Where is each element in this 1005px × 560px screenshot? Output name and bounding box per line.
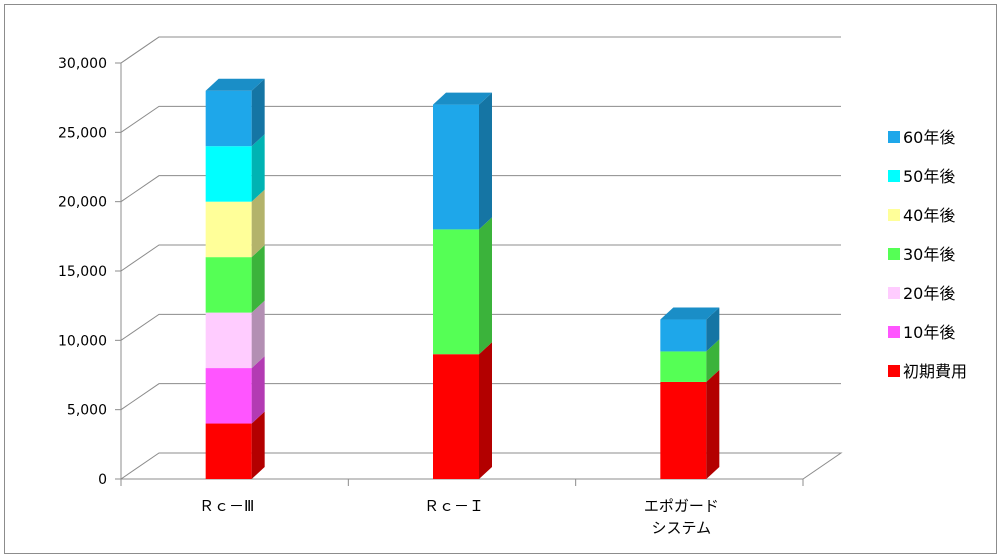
bar-segment-front [205, 423, 252, 479]
legend-swatch [888, 365, 900, 377]
bar-top [433, 92, 492, 105]
bar-segment-front [205, 90, 252, 147]
back-wall-top [120, 36, 841, 64]
legend-label: 40年後 [903, 206, 955, 225]
legend-label: 60年後 [903, 128, 955, 147]
bar-segment-front [660, 351, 707, 382]
bar-segment-side [251, 189, 265, 258]
y-tick-label: 25,000 [58, 125, 107, 141]
bar-segment-front [205, 146, 252, 202]
y-axis-ticks: 0 5,000 10,000 15,000 20,000 25,000 30,000 [58, 56, 804, 488]
legend-label: 20年後 [903, 284, 955, 303]
bars [205, 78, 720, 479]
legend-swatch [888, 170, 900, 182]
bar-top [205, 78, 265, 91]
bar-segment-front [205, 201, 252, 258]
bar-segment-side [479, 217, 492, 355]
bar-segment-front [205, 312, 252, 369]
bar-segment-side [706, 307, 720, 352]
bar-top [660, 307, 720, 320]
legend-label: 初期費用 [903, 362, 967, 381]
legend-label: 30年後 [903, 245, 955, 264]
gridline [120, 244, 841, 272]
bar-segment-front [433, 354, 479, 479]
bar-segment-side [479, 92, 492, 230]
bar-segment-side [251, 300, 265, 369]
bar-stack [205, 78, 265, 479]
y-tick-label: 15,000 [58, 264, 107, 280]
bar-segment-front [660, 381, 707, 479]
legend-swatch [888, 326, 900, 338]
bar-segment-front [433, 229, 479, 355]
bar-segment-side [251, 78, 265, 147]
y-tick-label: 30,000 [58, 56, 107, 72]
y-tick-label: 20,000 [58, 195, 107, 211]
x-category-label: システム [652, 519, 712, 537]
bar-stack [660, 307, 720, 479]
bar-segment-side [251, 134, 265, 202]
bar-segment-front [433, 104, 479, 230]
gridlines [120, 36, 841, 411]
bar-segment-side [251, 245, 265, 313]
legend-swatch [888, 248, 900, 260]
y-tick-label: 5,000 [67, 403, 107, 419]
legend-swatch [888, 209, 900, 221]
bar-stack [433, 92, 492, 479]
bar-segment-side [251, 356, 265, 424]
x-category-label: Ｒｃ－Ｉ [424, 497, 484, 515]
y-tick-label: 10,000 [58, 333, 107, 349]
stacked-bar-chart: 0 5,000 10,000 15,000 20,000 25,000 30,000 Ｒｃ－… [58, 36, 967, 537]
bar-segment-front [205, 368, 252, 424]
chart-frame: 0 5,000 10,000 15,000 20,000 25,000 30,000 Ｒｃ－… [4, 4, 997, 554]
bar-segment-side [251, 411, 265, 479]
gridline [120, 313, 841, 341]
legend-swatch [888, 131, 900, 143]
gridline [120, 383, 841, 411]
bar-segment-side [706, 339, 720, 382]
legend-label: 10年後 [903, 323, 955, 342]
gridline [120, 36, 841, 64]
x-category-label: エポガード [644, 497, 719, 515]
gridline [120, 175, 841, 203]
bar-segment-front [205, 257, 252, 313]
legend-swatch [888, 287, 900, 299]
y-tick-label: 0 [98, 472, 107, 488]
legend-label: 50年後 [903, 167, 955, 186]
bar-segment-side [479, 342, 492, 479]
x-category-label: Ｒｃ－Ⅲ [199, 497, 254, 515]
gridline [120, 105, 841, 133]
bar-segment-front [660, 319, 707, 352]
bar-segment-side [706, 369, 720, 479]
